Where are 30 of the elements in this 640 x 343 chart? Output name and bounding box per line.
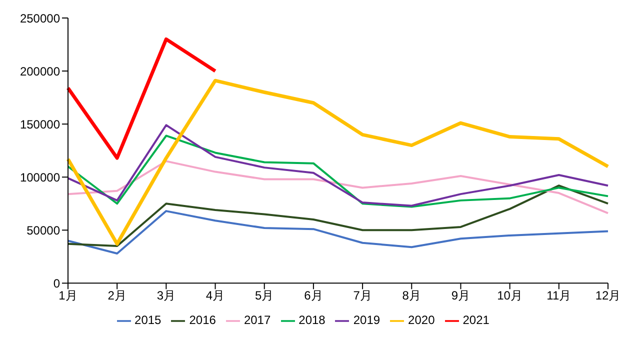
legend-label: 2019	[353, 313, 380, 328]
x-tick-label: 3月	[156, 288, 176, 303]
line-series	[67, 184, 609, 248]
legend-label: 2018	[298, 313, 326, 328]
x-tick-label: 2月	[108, 288, 126, 303]
x-tick-label: 10月	[497, 288, 522, 303]
y-tick-label: 100000	[20, 170, 60, 184]
x-tick-label: 9月	[451, 288, 470, 303]
x-tick-label: 1月	[58, 288, 78, 303]
y-tick-label: 250000	[20, 11, 60, 26]
y-tick-label: 150000	[20, 117, 60, 132]
x-tick-label: 4月	[206, 288, 225, 303]
x-tick-label: 5月	[255, 288, 274, 303]
y-tick-label: 50000	[26, 223, 60, 238]
line-series	[66, 78, 610, 246]
x-tick-label: 11月	[546, 288, 572, 303]
line-series	[66, 37, 218, 160]
legend-label: 2021	[462, 313, 490, 328]
line-series	[67, 210, 609, 254]
legend-label: 2016	[189, 313, 216, 328]
x-tick-label: 8月	[402, 288, 421, 303]
line-series	[67, 160, 609, 214]
legend-label: 2017	[244, 313, 271, 328]
x-tick-label: 12月	[595, 288, 621, 303]
y-tick-label: 200000	[20, 64, 60, 78]
x-tick-label: 7月	[353, 288, 372, 303]
legend-label: 2015	[134, 313, 162, 328]
legend-label: 2020	[408, 313, 435, 328]
x-tick-label: 6月	[304, 288, 323, 303]
y-tick-label: 0	[53, 276, 60, 290]
